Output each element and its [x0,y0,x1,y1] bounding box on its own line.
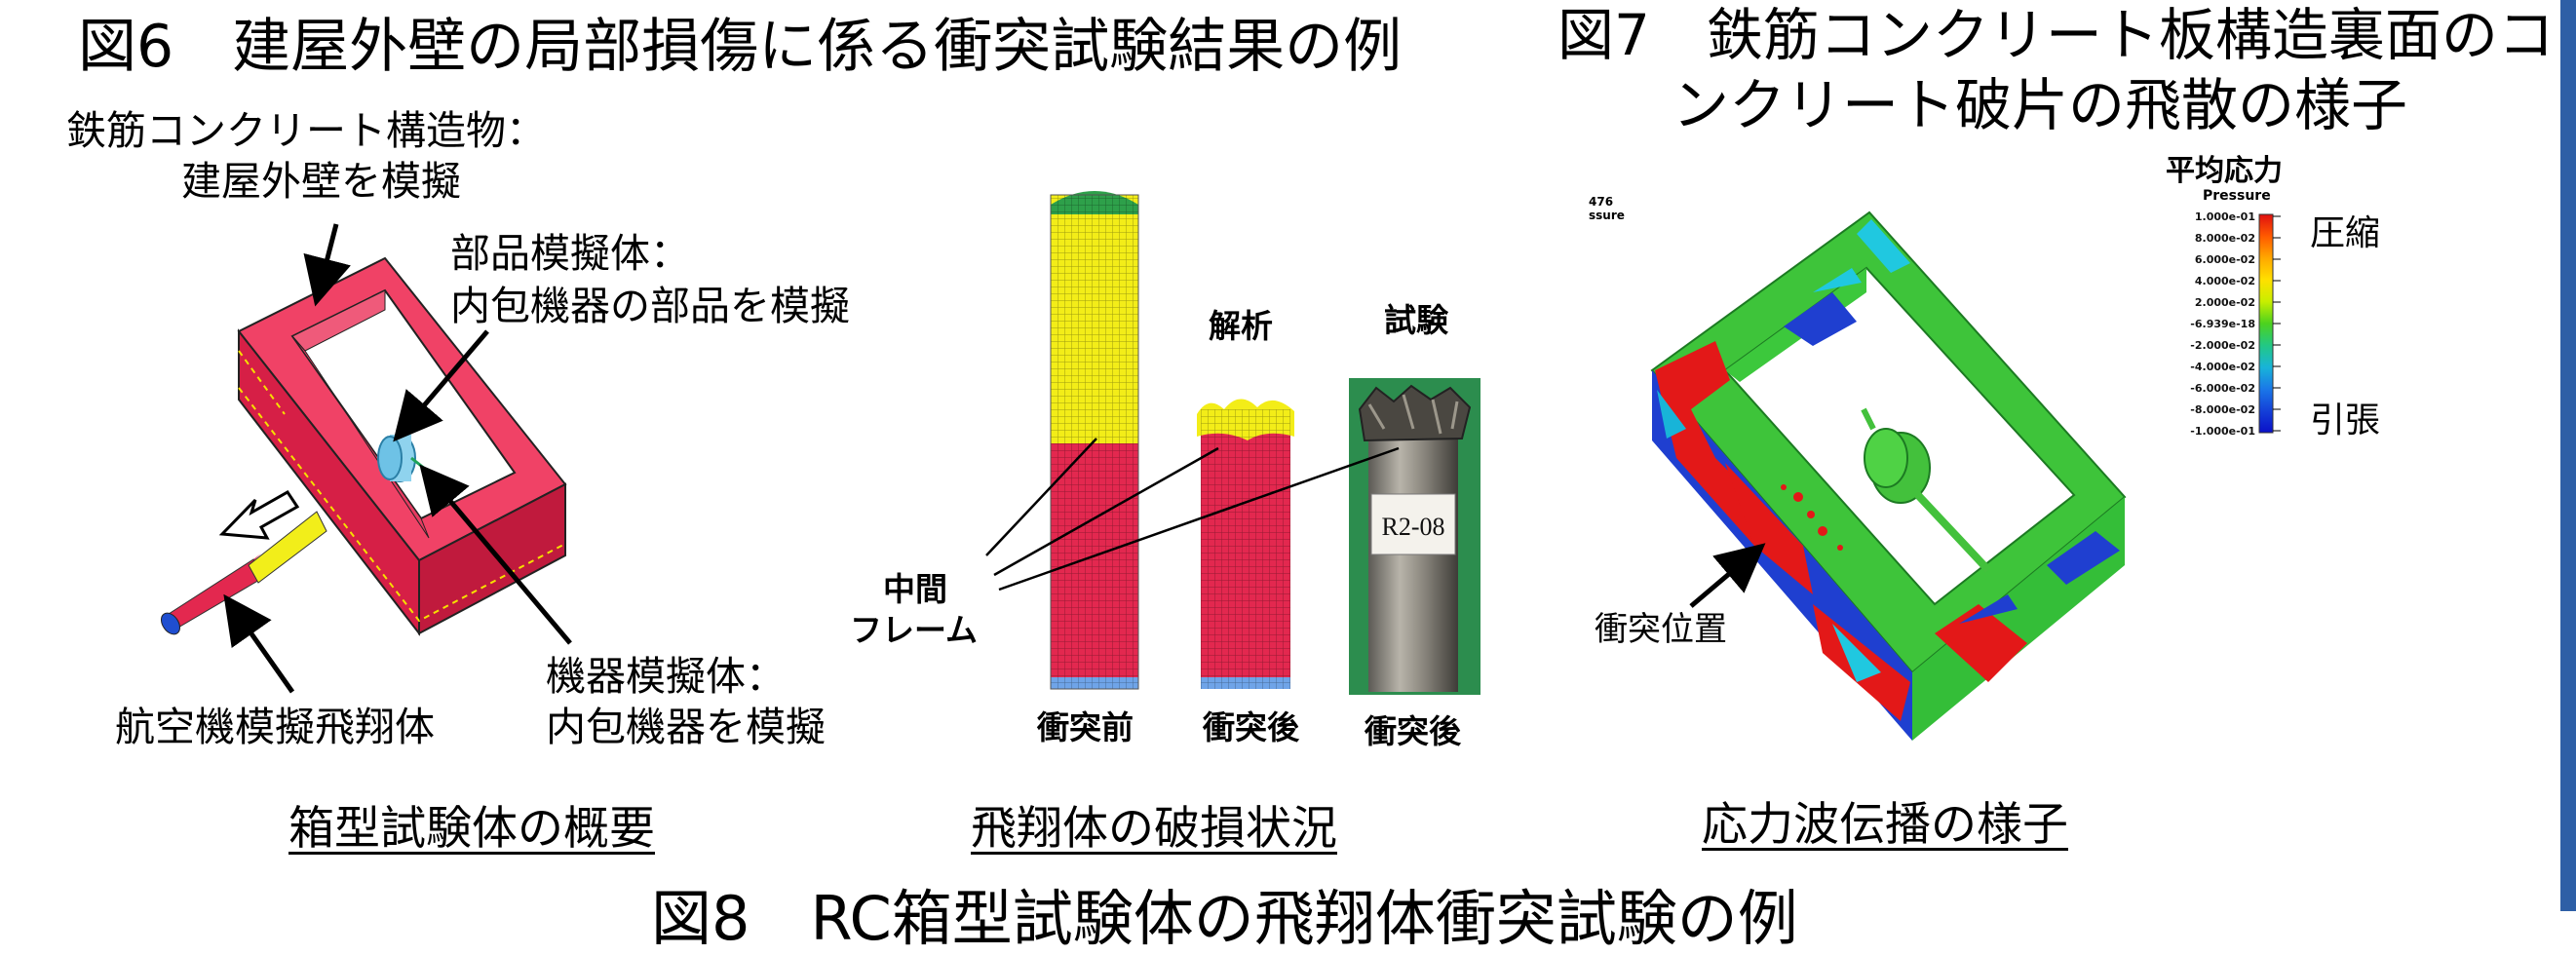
pressure-legend-tick-labels: 1.000e-01 8.000e-02 6.000e-02 4.000e-02 2.00… [2190,210,2255,438]
before-label: 衝突前 [1037,708,1134,746]
right-edge-bar [2560,0,2576,911]
part-label-1: 部品模擬体： [450,230,690,277]
after-label-test: 衝突後 [1365,712,1461,750]
legend-tick-label: 6.000e-02 [2195,253,2255,266]
legend-tick-label: -4.000e-02 [2190,361,2255,373]
equip-label-2: 内包機器を模擬 [546,704,826,750]
compress-label: 圧縮 [2310,213,2381,253]
legend-tick-label: 2.000e-02 [2195,296,2255,309]
legend-tick-label: 4.000e-02 [2195,275,2255,287]
diagram-canvas: R2-08 [160,191,2281,741]
legend-title: 平均応力 [2166,154,2283,188]
caption-projectile-damage: 飛翔体の破損状況 [971,802,1337,856]
fig7-title-line1: 図7 鉄筋コンクリート板構造裏面のコ [1557,2,2555,68]
legend-tick-label: -6.939e-18 [2190,318,2255,330]
test-label: 試験 [1384,301,1448,339]
impact-position-arrow [1689,543,1766,608]
stress-analysis-model [1650,210,2127,741]
frame-label-2: フレーム [850,611,979,649]
fig6-leader-lines [223,223,572,694]
legend-tick-label: -2.000e-02 [2190,339,2255,352]
caption-box-specimen: 箱型試験体の概要 [288,802,655,856]
fig6-title: 図6 建屋外壁の局部損傷に係る衝突試験結果の例 [78,13,1403,81]
projectile-test-photo: R2-08 [1349,378,1480,695]
aircraft-label: 航空機模擬飛翔体 [115,704,435,750]
impact-position-label: 衝突位置 [1595,610,1727,649]
specimen-tag-text: R2-08 [1382,513,1445,541]
analysis-label: 解析 [1209,307,1273,345]
corner-text-2: ssure [1589,209,1625,222]
equip-label-1: 機器模擬体： [546,653,786,700]
part-label-2: 内包機器の部品を模擬 [450,283,850,329]
fig7-title-line2: ンクリート破片の飛散の様子 [1672,72,2408,138]
component-model [377,434,444,485]
impact-direction-arrow [218,490,300,540]
pressure-legend-ticks [2273,215,2281,432]
pressure-legend-bar [2258,213,2274,434]
frame-label-1: 中間 [883,570,947,608]
legend-tick-label: -6.000e-02 [2190,382,2255,395]
structure-label-2: 建屋外壁を模擬 [181,158,461,205]
after-label-analysis: 衝突後 [1203,708,1299,746]
caption-stress-wave: 応力波伝播の様子 [1702,798,2068,852]
structure-label-1: 鉄筋コンクリート構造物： [66,107,546,154]
projectile-after-model [1197,399,1294,689]
frame-leader-lines [985,438,1400,592]
tension-label: 引張 [2310,401,2381,440]
legend-tick-label: -8.000e-02 [2190,403,2255,416]
corner-text-1: 476 [1589,195,1614,209]
legend-tick-label: -1.000e-01 [2190,425,2255,438]
legend-header: Pressure [2203,188,2271,204]
legend-tick-label: 8.000e-02 [2195,232,2255,245]
projectile-before-model [1050,191,1139,690]
legend-tick-label: 1.000e-01 [2195,210,2255,223]
